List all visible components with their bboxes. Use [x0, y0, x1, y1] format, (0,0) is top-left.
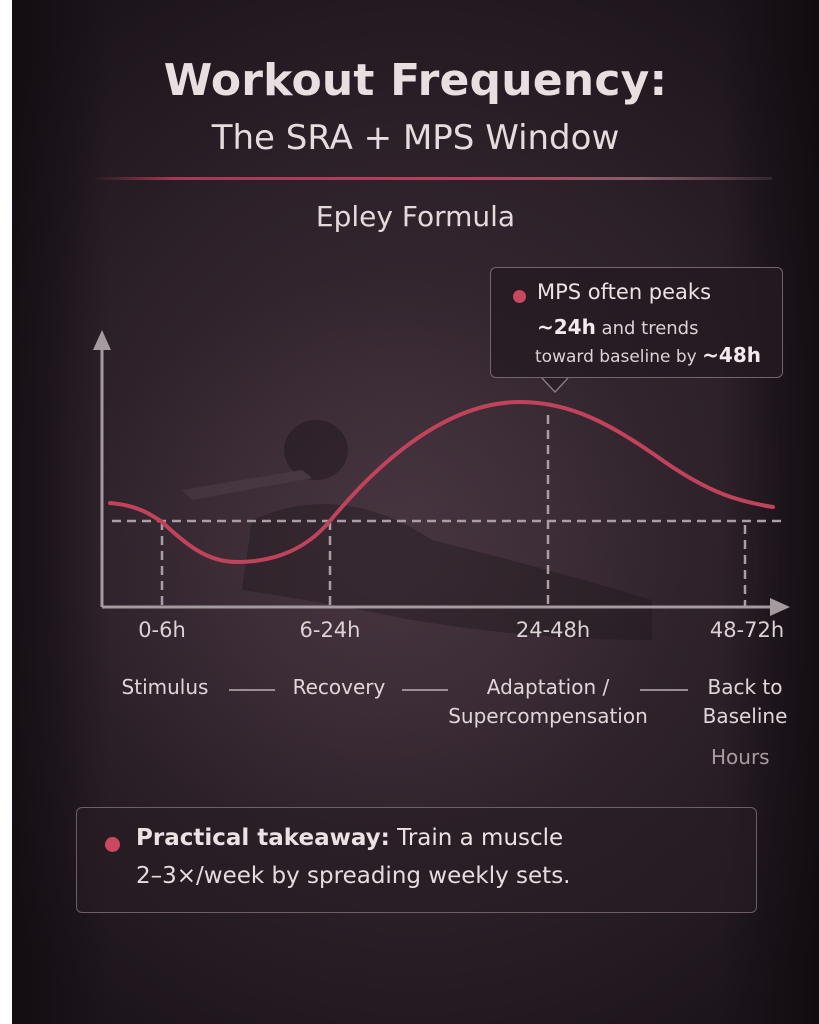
- phase-baseline-line-1: Back to: [707, 675, 783, 699]
- x-tick-6-24h: 6-24h: [299, 618, 361, 642]
- x-axis-arrow-icon: [770, 598, 790, 616]
- bullet-dot-icon: [105, 837, 120, 852]
- x-tick-24-48h: 24-48h: [515, 618, 591, 642]
- x-tick-0-6h: 0-6h: [138, 618, 186, 642]
- sra-curve: [108, 399, 775, 565]
- phase-recovery: Recovery: [292, 675, 386, 699]
- callout-line-2: ~24h and trends: [537, 315, 699, 339]
- takeaway-line-1: Practical takeaway: Train a muscle: [136, 825, 564, 851]
- callout-line-1: MPS often peaks: [537, 280, 712, 304]
- page-subtitle: The SRA + MPS Window: [211, 118, 620, 158]
- x-tick-48-72h: 48-72h: [709, 618, 785, 642]
- phase-baseline-line-2: Baseline: [702, 704, 788, 728]
- title-divider: [92, 177, 772, 180]
- sra-chart: [93, 330, 790, 640]
- page-title: Workout Frequency:: [163, 55, 668, 106]
- infographic-poster: Workout Frequency: The SRA + MPS Window …: [12, 0, 819, 1024]
- phase-adaptation-line-2: Supercompensation: [448, 704, 648, 728]
- formula-label: Epley Formula: [315, 200, 516, 233]
- callout-line-3: toward baseline by ~48h: [535, 343, 761, 367]
- phase-adaptation-line-1: Adaptation /: [486, 675, 610, 699]
- phase-stimulus: Stimulus: [121, 675, 209, 699]
- phase-baseline: Back to Baseline: [685, 673, 805, 731]
- mps-callout: MPS often peaks ~24h and trends toward b…: [490, 267, 783, 378]
- x-axis-label: Hours: [711, 745, 770, 769]
- phase-connector: [640, 689, 688, 691]
- takeaway-line-2: 2–3×/week by spreading weekly sets.: [136, 863, 571, 889]
- phase-connector: [229, 689, 275, 691]
- takeaway-box: Practical takeaway: Train a muscle 2–3×/…: [76, 807, 757, 913]
- callout-pointer: [541, 377, 569, 394]
- phase-adaptation: Adaptation / Supercompensation: [428, 673, 668, 731]
- phase-connector: [402, 689, 448, 691]
- y-axis-arrow-icon: [93, 330, 111, 350]
- bullet-dot-icon: [513, 290, 526, 303]
